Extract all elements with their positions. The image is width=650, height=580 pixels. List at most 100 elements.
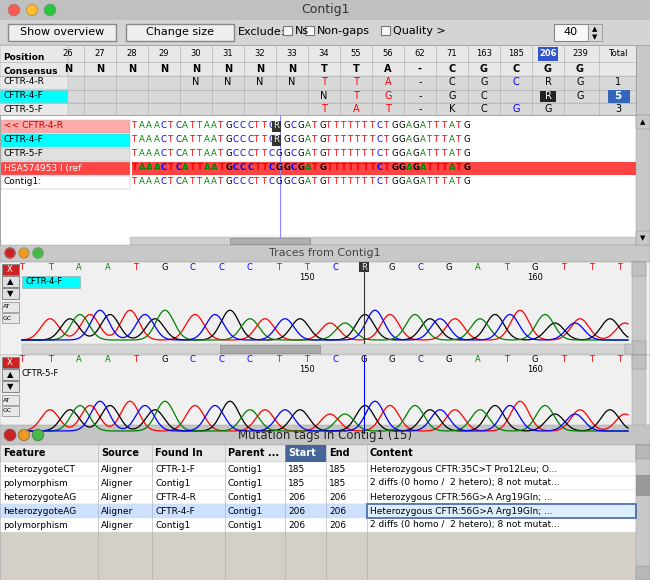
Text: AT: AT [3,304,10,310]
Text: A: A [76,356,82,364]
Text: C: C [190,356,196,364]
Bar [554,24,588,41]
Text: T: T [254,136,259,144]
Text: T: T [441,136,447,144]
Text: R: R [361,263,367,271]
Text: T: T [355,150,361,158]
Bar [636,445,650,462]
Text: A: A [211,121,217,130]
Text: A: A [406,121,411,130]
Text: G: G [319,164,326,172]
Text: << CFTR-4-R: << CFTR-4-R [4,121,63,130]
Bar [608,90,630,103]
Bar [0,425,650,445]
Text: A: A [204,150,210,158]
Text: T: T [355,177,361,187]
Text: T: T [456,164,462,172]
Text: X: X [7,265,13,274]
Text: T: T [618,356,623,364]
Text: CFTR-4-F: CFTR-4-F [155,506,195,516]
Text: Change size: Change size [146,27,214,37]
Text: Aligner: Aligner [101,478,133,488]
Text: 33: 33 [287,49,298,59]
Text: A: A [420,164,426,172]
Text: Contig1: Contig1 [228,478,263,488]
Text: Heterozygous CFTR:56G>A Arg19Gln; ...: Heterozygous CFTR:56G>A Arg19Gln; ... [370,506,552,516]
Text: A: A [105,356,111,364]
Text: A: A [406,164,412,172]
Text: K: K [448,104,455,114]
Text: Aligner: Aligner [101,520,133,530]
Bar [0,490,636,504]
Text: T: T [168,164,174,172]
Text: G: G [226,164,233,172]
Text: CFTR-1-F: CFTR-1-F [155,465,195,473]
Text: Traces from Contig1: Traces from Contig1 [269,248,381,258]
Text: Contig1: Contig1 [228,492,263,502]
Text: T: T [504,356,508,364]
Text: Contig1: Contig1 [228,506,263,516]
Text: A: A [204,177,210,187]
Text: T: T [133,263,138,271]
Text: C: C [218,356,224,364]
Text: T: T [352,64,359,74]
Text: A: A [183,136,188,144]
Text: G: G [544,104,552,114]
Text: T: T [384,136,389,144]
Text: T: T [348,177,353,187]
Text: G: G [391,177,398,187]
Text: -: - [418,77,422,87]
Text: G: G [413,121,419,130]
Text: Total: Total [608,49,628,59]
Text: A: A [305,164,311,172]
Text: T: T [504,263,508,271]
Bar [0,462,636,476]
Text: Contig1:: Contig1: [4,177,42,187]
Text: ▼: ▼ [640,235,645,241]
Text: 32: 32 [255,49,265,59]
Text: Found In: Found In [155,448,203,458]
Text: 206: 206 [329,520,346,530]
Text: -: - [418,64,422,74]
Text: A: A [139,150,145,158]
Text: N: N [96,64,104,74]
Text: 62: 62 [415,49,425,59]
Text: A: A [211,150,217,158]
Text: T: T [190,177,195,187]
Bar [220,435,320,443]
Text: T: T [326,150,332,158]
Text: G: G [398,150,405,158]
Text: G: G [319,150,326,158]
Text: G: G [319,121,326,130]
Text: Non-gaps: Non-gaps [317,26,370,36]
Text: -: - [418,91,422,101]
Text: C: C [240,150,246,158]
Text: T: T [384,164,390,172]
Text: G: G [413,164,420,172]
Text: 71: 71 [447,49,458,59]
Text: T: T [355,121,361,130]
Text: 206: 206 [329,492,346,502]
Text: T: T [348,150,353,158]
Text: T: T [341,177,346,187]
Text: G: G [463,150,470,158]
Text: G: G [413,136,419,144]
Bar [636,445,650,459]
Text: A: A [204,164,211,172]
Text: G: G [463,136,470,144]
Text: heterozygoteAG: heterozygoteAG [3,506,76,516]
Text: T: T [363,177,368,187]
Bar [220,345,320,353]
Text: End: End [329,448,350,458]
Text: T: T [326,136,332,144]
Text: T: T [333,177,339,187]
Text: 26: 26 [62,49,73,59]
Text: C: C [448,77,456,87]
Text: C: C [190,263,196,271]
Text: T: T [385,104,391,114]
Bar [0,90,68,103]
Text: C: C [269,150,275,158]
Text: ▼: ▼ [6,289,13,298]
Text: T: T [218,164,224,172]
Text: 185: 185 [288,478,305,488]
